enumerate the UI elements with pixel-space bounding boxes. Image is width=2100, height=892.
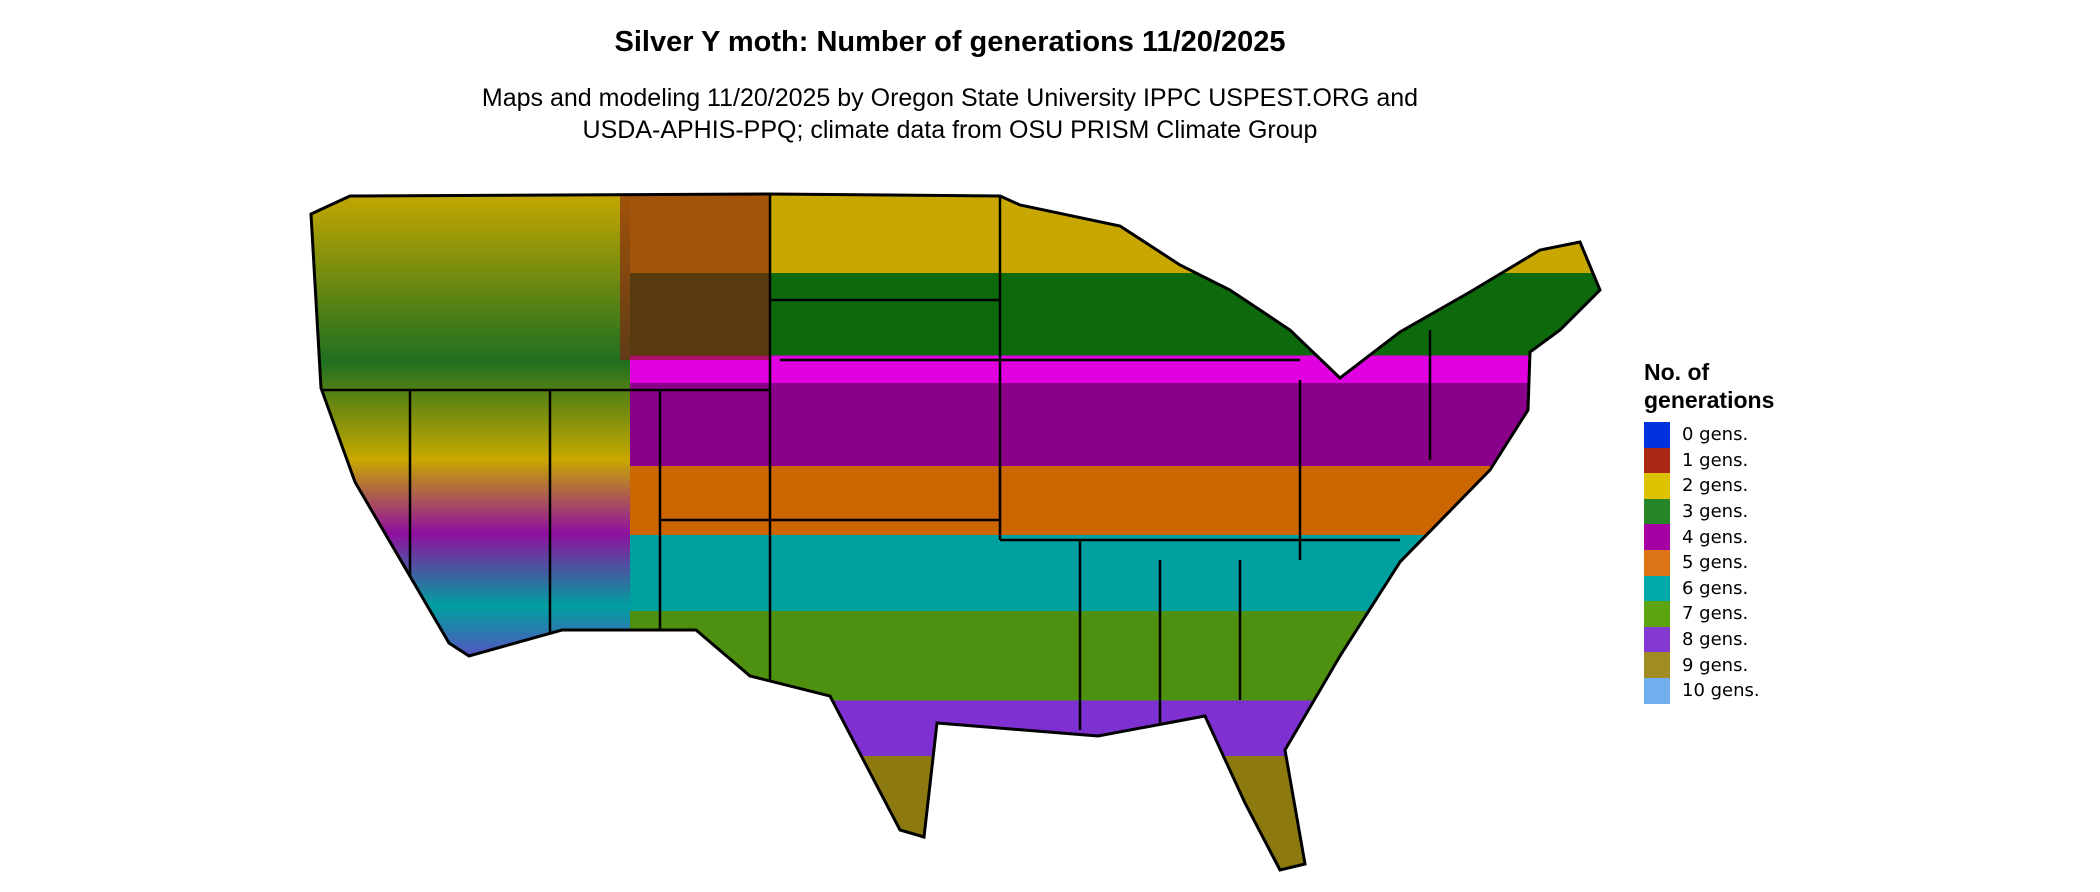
legend-swatch [1644,549,1670,576]
legend-label: 8 gens. [1682,629,1749,651]
legend-item: 9 gens. [1644,652,1844,678]
legend-swatch [1644,524,1670,550]
legend-label: 9 gens. [1682,654,1749,676]
legend-label: 0 gens. [1682,424,1749,446]
legend-label: 6 gens. [1682,577,1749,599]
legend-swatch [1644,498,1670,525]
legend-item: 0 gens. [1644,422,1844,448]
legend-items: 0 gens. 1 gens. 2 gens. 3 gens. 4 gens. 5 gen… [1644,422,1844,704]
legend-item: 8 gens. [1644,626,1844,653]
us-outline [309,192,1602,872]
legend-item: 6 gens. [1644,575,1844,602]
mountain-zone [620,194,770,360]
legend-label: 3 gens. [1682,501,1749,523]
legend-swatch [1644,575,1670,602]
legend-swatch [1644,601,1670,627]
legend-item: 3 gens. [1644,498,1844,525]
legend-swatch [1644,677,1670,704]
legend-label: 1 gens. [1682,449,1749,471]
legend-title: No. of generations [1644,359,1775,413]
legend-item: 7 gens. [1644,601,1844,627]
legend-label: 7 gens. [1682,603,1749,625]
legend-swatch [1644,473,1670,499]
legend-item: 4 gens. [1644,524,1844,550]
state-borders [311,194,1432,730]
legend: No. of generations 0 gens. 1 gens. 2 gens.… [1644,358,1844,704]
legend-item: 10 gens. [1644,677,1844,704]
legend-swatch [1644,422,1670,448]
legend-item: 5 gens. [1644,549,1844,576]
legend-label: 4 gens. [1682,526,1749,548]
western-zones [311,194,630,690]
map-subtitle-line1: Maps and modeling 11/20/2025 by Oregon S… [481,84,1419,112]
legend-item: 2 gens. [1644,473,1844,499]
legend-swatch [1644,626,1670,653]
legend-swatch [1644,447,1670,474]
legend-label: 2 gens. [1682,475,1749,497]
legend-label: 10 gens. [1682,680,1760,702]
legend-swatch [1644,652,1670,678]
legend-label: 5 gens. [1682,552,1749,574]
legend-item: 1 gens. [1644,447,1844,474]
map-title: Silver Y moth: Number of generations 11/… [614,26,1286,58]
map-subtitle-line2: USDA-APHIS-PPQ; climate data from OSU PR… [582,116,1318,144]
